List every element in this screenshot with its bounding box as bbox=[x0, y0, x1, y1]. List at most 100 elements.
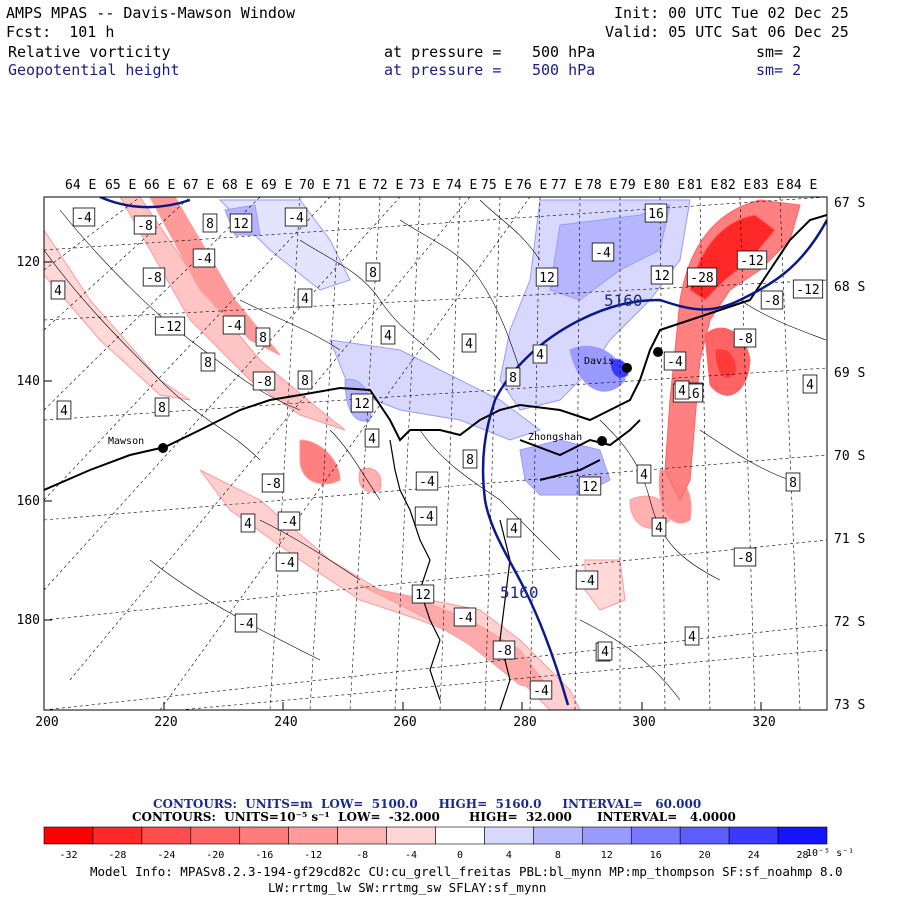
vorticity-label: 12 bbox=[233, 217, 249, 232]
vorticity-label-box bbox=[297, 288, 313, 308]
vorticity-label-box bbox=[297, 370, 313, 390]
colorbar-tick: -24 bbox=[157, 850, 175, 861]
vorticity-label: 4 bbox=[368, 432, 376, 447]
lon-label: 77 E bbox=[551, 178, 582, 193]
vorticity-label-box bbox=[365, 262, 381, 282]
colorbar-tick: -4 bbox=[405, 850, 417, 861]
vorticity-label-box bbox=[202, 213, 218, 233]
colorbar-swatches bbox=[43, 826, 828, 845]
x-tick: 320 bbox=[752, 715, 775, 730]
vorticity-label-box bbox=[453, 607, 477, 627]
y-tick: 140 bbox=[17, 374, 40, 389]
colorbar-swatch bbox=[484, 826, 534, 845]
vorticity-label: 12 bbox=[415, 588, 431, 603]
vorticity-label: -8 bbox=[256, 375, 272, 390]
vorticity-label-box bbox=[591, 242, 615, 262]
vorticity-label-box bbox=[364, 428, 380, 448]
vorticity-label: 8 bbox=[259, 331, 267, 346]
vorticity-label-box bbox=[575, 570, 599, 590]
vorticity-label-box bbox=[261, 473, 285, 493]
vorticity-label: 4 bbox=[54, 284, 62, 299]
vorticity-contours bbox=[44, 199, 827, 701]
x-tick: 200 bbox=[35, 715, 58, 730]
colorbar-tick: -12 bbox=[304, 850, 322, 861]
colorbar-tick: 16 bbox=[650, 850, 662, 861]
colorbar-swatch bbox=[190, 826, 241, 845]
model-info: Model Info: MPASv8.2.3-194-gf29cd82c CU:… bbox=[90, 864, 843, 879]
y-tick: 120 bbox=[17, 255, 40, 270]
vorticity-label: -4 bbox=[418, 510, 434, 525]
vorticity-label-box bbox=[380, 325, 396, 345]
vorticity-label-box bbox=[277, 511, 301, 531]
colorbar-units: 10⁻⁵ s⁻¹ bbox=[806, 848, 854, 859]
colorbar-swatch bbox=[337, 826, 387, 845]
vorticity-label-box bbox=[154, 397, 170, 417]
vorticity-label-box bbox=[529, 680, 553, 700]
lon-label: 82 E bbox=[720, 178, 751, 193]
bottom-axis-labels: 200 220 240 260 280 300 320 bbox=[35, 715, 775, 730]
geopotential-contour-5160 bbox=[481, 219, 827, 706]
contour-legend-height: CONTOURS: UNITS=m LOW= 5100.0 HIGH= 5160… bbox=[153, 797, 702, 811]
vorticity-label: -8 bbox=[737, 332, 753, 347]
colorbar-tick: 0 bbox=[457, 850, 463, 861]
vorticity-label-box bbox=[686, 267, 718, 287]
lat-label: 67 S bbox=[834, 196, 865, 211]
colorbar-swatch bbox=[630, 826, 681, 845]
plot-frame bbox=[43, 196, 828, 711]
colorbar-tick: 4 bbox=[506, 850, 512, 861]
colorbar-swatch bbox=[777, 826, 828, 845]
lon-label: 80 E bbox=[654, 178, 685, 193]
title: AMPS MPAS -- Davis-Mawson Window bbox=[6, 4, 295, 22]
field2-smooth: sm= 2 bbox=[756, 61, 802, 79]
station-marker bbox=[597, 436, 607, 446]
geopotential-contour-north bbox=[99, 197, 191, 209]
vorticity-label: -4 bbox=[226, 319, 242, 334]
vorticity-label: 8 bbox=[789, 476, 797, 491]
vorticity-label: -4 bbox=[533, 684, 549, 699]
station-marker bbox=[158, 443, 168, 453]
contour-legend-vorticity: CONTOURS: UNITS=10⁻⁵ s⁻¹ LOW= -32.000 HI… bbox=[132, 810, 736, 824]
vorticity-label-box bbox=[222, 315, 246, 335]
lon-label: 72 E bbox=[372, 178, 403, 193]
colorbar-swatch bbox=[92, 826, 143, 845]
vorticity-label: -4 bbox=[279, 556, 295, 571]
lon-label: 68 E bbox=[222, 178, 253, 193]
vorticity-label: -12 bbox=[740, 254, 763, 269]
vorticity-label: 8 bbox=[509, 371, 517, 386]
vorticity-label-box bbox=[414, 506, 438, 526]
vorticity-label: 4 bbox=[465, 337, 473, 352]
lon-label: 70 E bbox=[299, 178, 330, 193]
vorticity-label: 4 bbox=[601, 645, 609, 660]
colorbar-tick: 20 bbox=[699, 850, 711, 861]
lat-label: 70 S bbox=[834, 449, 865, 464]
colorbar-tick: 24 bbox=[748, 850, 760, 861]
vorticity-label-box bbox=[72, 207, 96, 227]
vorticity-label-box bbox=[252, 371, 276, 391]
colorbar-swatch bbox=[43, 826, 94, 845]
vorticity-label-box bbox=[760, 290, 784, 310]
field1-name: Relative vorticity bbox=[8, 43, 171, 61]
colorbar-swatch bbox=[533, 826, 583, 845]
lon-label: 67 E bbox=[183, 178, 214, 193]
lat-label: 72 S bbox=[834, 615, 865, 630]
lat-label: 69 S bbox=[834, 366, 865, 381]
vorticity-label-box bbox=[644, 203, 668, 223]
vorticity-label: -12 bbox=[158, 320, 181, 335]
vorticity-label: -4 bbox=[579, 574, 595, 589]
colorbar-swatch bbox=[288, 826, 338, 845]
lat-label: 68 S bbox=[834, 280, 865, 295]
station-marker bbox=[653, 347, 663, 357]
colorbar-swatch bbox=[141, 826, 192, 845]
vorticity-label: -28 bbox=[690, 271, 713, 286]
vorticity-label-box bbox=[663, 351, 687, 371]
colorbar-swatch bbox=[679, 826, 730, 845]
colorbar-tick: -16 bbox=[255, 850, 273, 861]
colorbar-tick-labels: -32 -28 -24 -20 -16 -12 -8 -4 0 4 8 12 16 20 24 28 bbox=[59, 850, 808, 861]
vorticity-label: 8 bbox=[204, 356, 212, 371]
lon-label: 81 E bbox=[687, 178, 718, 193]
field2-level-label: at pressure = bbox=[384, 61, 502, 79]
lon-label: 64 E bbox=[65, 178, 96, 193]
init-time: Init: 00 UTC Tue 02 Dec 25 bbox=[614, 4, 849, 22]
lon-label: 69 E bbox=[261, 178, 292, 193]
